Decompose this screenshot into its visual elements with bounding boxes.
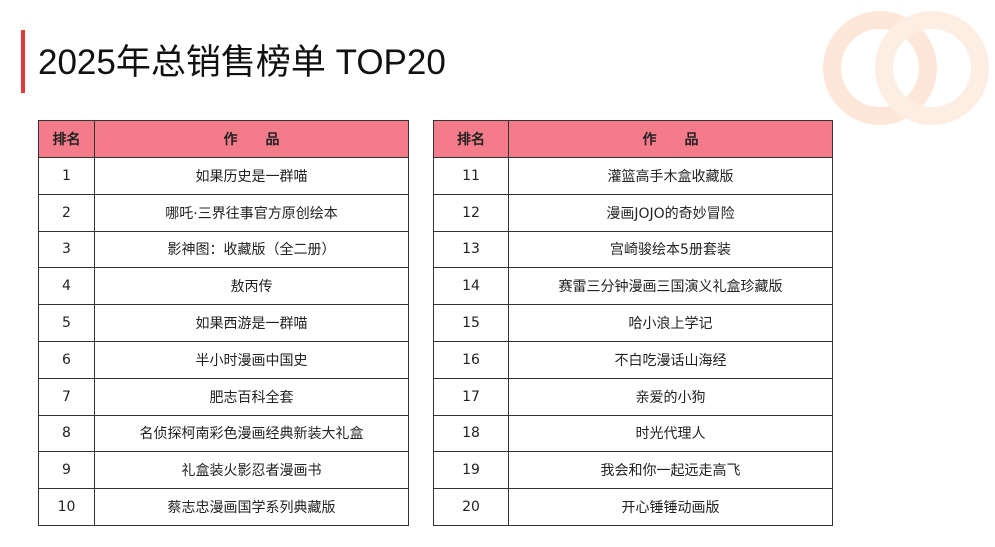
title-cell: 我会和你一起远走高飞	[508, 451, 833, 490]
table-row: 7 肥志百科全套	[38, 377, 409, 416]
rank-cell: 15	[433, 304, 509, 342]
rank-cell: 6	[38, 340, 95, 379]
rank-cell: 20	[433, 488, 509, 526]
table-row: 14 赛雷三分钟漫画三国演义礼盒珍藏版	[433, 267, 833, 306]
table-row: 12 漫画JOJO的奇妙冒险	[433, 193, 833, 232]
rank-cell: 9	[38, 451, 95, 490]
title-cell: 宫崎骏绘本5册套装	[508, 230, 833, 269]
rank-cell: 13	[433, 230, 509, 269]
rank-cell: 7	[38, 377, 95, 416]
title-cell: 影神图：收藏版（全二册）	[94, 230, 409, 269]
table-row: 9 礼盒装火影忍者漫画书	[38, 451, 409, 490]
title-cell: 半小时漫画中国史	[94, 340, 409, 379]
title-cell: 时光代理人	[508, 414, 833, 453]
rank-cell: 10	[38, 488, 95, 526]
accent-bar	[21, 30, 25, 93]
title-cell: 哪吒·三界往事官方原创绘本	[94, 193, 409, 232]
table-row: 13 宫崎骏绘本5册套装	[433, 230, 833, 269]
table-row: 17 亲爱的小狗	[433, 377, 833, 416]
table-row: 20 开心锤锤动画版	[433, 488, 833, 526]
rank-cell: 3	[38, 230, 95, 269]
title-cell: 如果西游是一群喵	[94, 304, 409, 342]
title-cell: 礼盒装火影忍者漫画书	[94, 451, 409, 490]
rank-cell: 16	[433, 340, 509, 379]
rank-cell: 4	[38, 267, 95, 306]
rank-cell: 2	[38, 193, 95, 232]
table-row: 15 哈小浪上学记	[433, 304, 833, 342]
rank-cell: 1	[38, 157, 95, 195]
table-row: 2 哪吒·三界往事官方原创绘本	[38, 193, 409, 232]
title-cell: 开心锤锤动画版	[508, 488, 833, 526]
title-cell: 肥志百科全套	[94, 377, 409, 416]
table-row: 19 我会和你一起远走高飞	[433, 451, 833, 490]
table-row: 1 如果历史是一群喵	[38, 157, 409, 195]
header-cell: 作 品	[94, 120, 409, 158]
title-cell: 哈小浪上学记	[508, 304, 833, 342]
table-row: 3 影神图：收藏版（全二册）	[38, 230, 409, 269]
table-row: 16 不白吃漫话山海经	[433, 340, 833, 379]
logo-ring	[875, 11, 989, 125]
title-cell: 赛雷三分钟漫画三国演义礼盒珍藏版	[508, 267, 833, 306]
rank-cell: 17	[433, 377, 509, 416]
rank-cell: 18	[433, 414, 509, 453]
rank-table: 排名作 品 1 如果历史是一群喵 2 哪吒·三界往事官方原创绘本 3 影神图：收藏版（全二册…	[38, 120, 409, 526]
table-row: 5 如果西游是一群喵	[38, 304, 409, 342]
rank-cell: 14	[433, 267, 509, 306]
title-cell: 蔡志忠漫画国学系列典藏版	[94, 488, 409, 526]
rank-table: 排名作 品 11 灌篮高手木盒收藏版 12 漫画JOJO的奇妙冒险 13 宫崎骏绘本5册套装…	[433, 120, 833, 526]
table-row: 11 灌篮高手木盒收藏版	[433, 157, 833, 195]
title-cell: 如果历史是一群喵	[94, 157, 409, 195]
header-cell: 排名	[433, 120, 509, 158]
rank-cell: 19	[433, 451, 509, 490]
table-row: 4 敖丙传	[38, 267, 409, 306]
table-row: 18 时光代理人	[433, 414, 833, 453]
table-row: 10 蔡志忠漫画国学系列典藏版	[38, 488, 409, 526]
title-cell: 名侦探柯南彩色漫画经典新装大礼盒	[94, 414, 409, 453]
header-row: 排名作 品	[433, 120, 833, 158]
logo-ring	[823, 11, 937, 125]
rank-cell: 12	[433, 193, 509, 232]
header-cell: 排名	[38, 120, 95, 158]
header-cell: 作 品	[508, 120, 833, 158]
title-cell: 敖丙传	[94, 267, 409, 306]
rank-cell: 5	[38, 304, 95, 342]
slide-title: 2025年总销售榜单 TOP20	[38, 43, 446, 82]
rank-cell: 8	[38, 414, 95, 453]
rank-cell: 11	[433, 157, 509, 195]
title-cell: 亲爱的小狗	[508, 377, 833, 416]
header-row: 排名作 品	[38, 120, 409, 158]
logo	[823, 11, 989, 125]
title-cell: 漫画JOJO的奇妙冒险	[508, 193, 833, 232]
title-cell: 灌篮高手木盒收藏版	[508, 157, 833, 195]
table-row: 8 名侦探柯南彩色漫画经典新装大礼盒	[38, 414, 409, 453]
title-cell: 不白吃漫话山海经	[508, 340, 833, 379]
table-row: 6 半小时漫画中国史	[38, 340, 409, 379]
